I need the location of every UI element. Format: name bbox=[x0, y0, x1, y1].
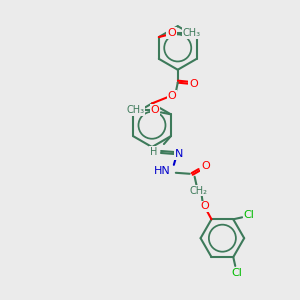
Text: O: O bbox=[189, 79, 198, 88]
Text: Cl: Cl bbox=[232, 268, 243, 278]
Text: H: H bbox=[150, 147, 157, 157]
Text: CH₃: CH₃ bbox=[126, 105, 144, 116]
Text: N: N bbox=[175, 149, 183, 159]
Text: HN: HN bbox=[154, 166, 171, 176]
Text: Cl: Cl bbox=[244, 210, 255, 220]
Text: O: O bbox=[201, 161, 210, 171]
Text: O: O bbox=[151, 105, 159, 116]
Text: CH₃: CH₃ bbox=[182, 28, 201, 38]
Text: O: O bbox=[167, 91, 176, 100]
Text: CH₂: CH₂ bbox=[190, 186, 208, 196]
Text: O: O bbox=[200, 202, 209, 212]
Text: O: O bbox=[167, 28, 176, 38]
